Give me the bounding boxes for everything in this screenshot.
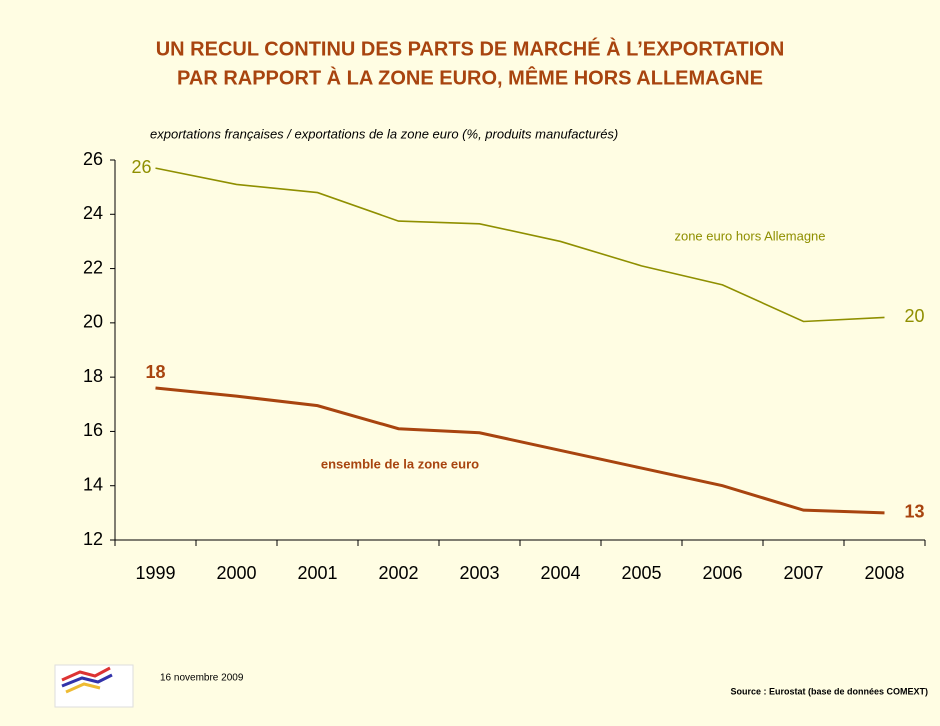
- logo-stroke: [65, 682, 101, 694]
- y-tick-label: 18: [83, 366, 103, 386]
- x-tick-label: 2007: [783, 563, 823, 583]
- chart-subtitle: exportations françaises / exportations d…: [150, 126, 618, 141]
- x-tick-label: 2003: [459, 563, 499, 583]
- y-tick-label: 22: [83, 257, 103, 277]
- x-tick-label: 2002: [378, 563, 418, 583]
- chart-title: PAR RAPPORT À LA ZONE EURO, MÊME HORS AL…: [177, 65, 763, 89]
- date: 16 novembre 2009: [160, 673, 244, 684]
- y-tick-label: 14: [83, 474, 103, 494]
- x-tick-label: 2000: [216, 563, 256, 583]
- series-label: ensemble de la zone euro: [321, 456, 479, 471]
- x-tick-label: 1999: [135, 563, 175, 583]
- y-tick-label: 24: [83, 203, 103, 223]
- x-tick-label: 2001: [297, 563, 337, 583]
- logo-stroke: [61, 666, 111, 682]
- logo-stroke: [61, 673, 113, 688]
- line-series: [155, 167, 885, 323]
- data-label: 20: [904, 306, 924, 326]
- x-tick-label: 2005: [621, 563, 661, 583]
- line-series: [155, 386, 885, 515]
- data-label: 18: [145, 362, 165, 382]
- source: Source : Eurostat (base de données COMEX…: [730, 686, 928, 696]
- y-tick-label: 20: [83, 312, 103, 332]
- x-tick-label: 2008: [864, 563, 904, 583]
- chart-title: UN RECUL CONTINU DES PARTS DE MARCHÉ À L…: [156, 37, 785, 60]
- y-tick-label: 16: [83, 420, 103, 440]
- x-tick-label: 2004: [540, 563, 580, 583]
- y-tick-label: 26: [83, 149, 103, 169]
- y-tick-label: 12: [83, 529, 103, 549]
- logo: [54, 664, 134, 708]
- data-label: 13: [904, 502, 924, 522]
- data-label: 26: [131, 157, 151, 177]
- series-label: zone euro hors Allemagne: [674, 228, 825, 243]
- x-tick-label: 2006: [702, 563, 742, 583]
